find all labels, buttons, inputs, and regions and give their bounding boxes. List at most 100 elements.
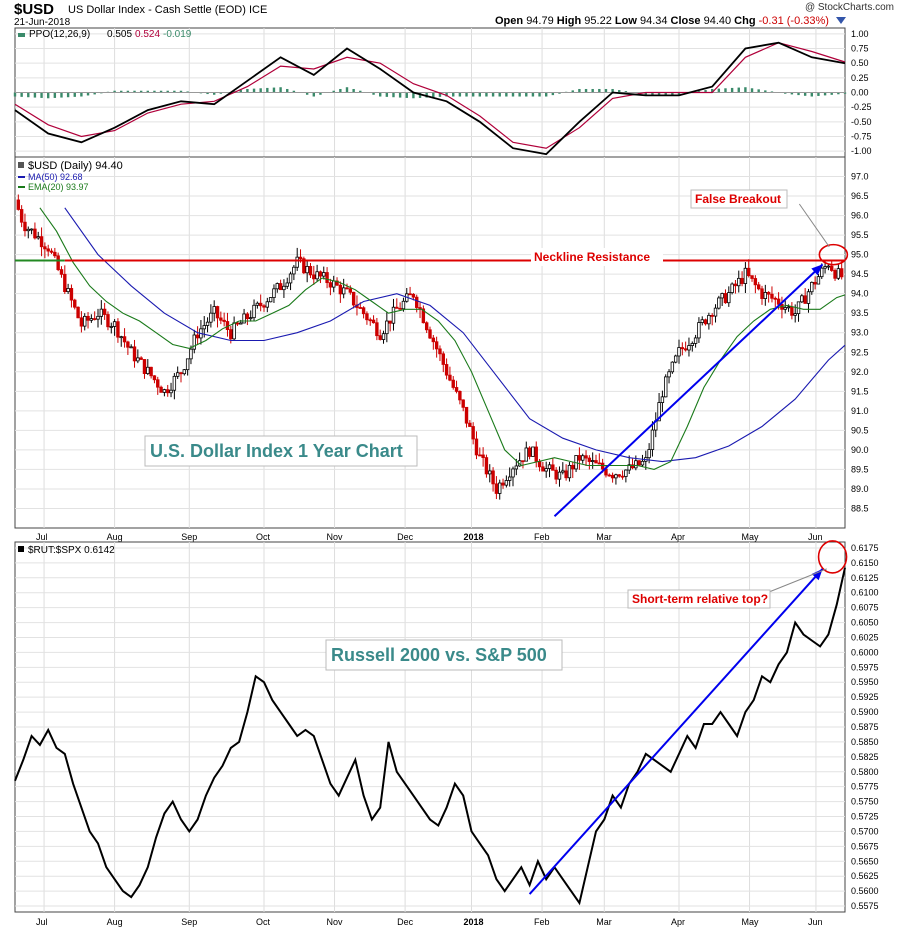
ppo-histogram-bar: [372, 92, 375, 95]
ppo-histogram-bar: [478, 92, 481, 97]
usd-candle-body: [86, 315, 90, 321]
ppo-axis-tick-3: 0.25: [851, 73, 869, 83]
usd-candle-body: [136, 357, 140, 362]
ppo-histogram-bar: [764, 90, 767, 93]
usd-candle-body: [770, 293, 774, 299]
rut-axis-tick-18: 0.5725: [851, 812, 879, 822]
rut-legend-swatch: [18, 546, 24, 552]
rut-axis-tick-4: 0.6075: [851, 603, 879, 613]
chg-value: -0.31 (-0.33%): [758, 15, 829, 27]
usd-candle-body: [657, 402, 661, 422]
usd-candle-body: [315, 271, 319, 280]
ppo-histogram-bar: [53, 92, 57, 98]
ppo-histogram-bar: [830, 92, 833, 95]
usd-candle-body: [33, 228, 37, 239]
usd-candle-body: [620, 475, 625, 478]
ppo-histogram-bar: [292, 90, 296, 93]
usd-candle-body: [29, 228, 34, 231]
usd-candle-body: [667, 371, 671, 378]
close-value: 94.40: [703, 15, 732, 27]
usd-candle-body: [521, 460, 525, 463]
usd-candle-body: [434, 341, 439, 350]
rut-axis-tick-0: 0.6175: [851, 543, 879, 553]
ppo-histogram-bar: [412, 92, 415, 99]
usd-candle-body: [16, 199, 21, 210]
usd-candle-body: [677, 347, 681, 357]
ppo-histogram-bar: [120, 90, 123, 93]
ppo-histogram-bar: [837, 92, 840, 95]
usd-title-box: [144, 435, 418, 467]
usd-candle-body: [298, 256, 303, 260]
ppo-histogram-bar: [266, 87, 269, 93]
usd-candle-body: [806, 291, 811, 304]
rut-axis-tick-2: 0.6125: [851, 573, 879, 583]
usd-candle-body: [159, 386, 163, 393]
usd-candle-body: [617, 474, 621, 477]
usd-candle-body: [687, 345, 691, 351]
ppo-histogram-bar: [286, 88, 289, 93]
usd-candle-body: [258, 302, 263, 307]
usd-candle-body: [268, 297, 273, 303]
usd-candle-body: [92, 318, 97, 320]
usd-candle-body: [760, 288, 764, 300]
usd-candle-body: [537, 461, 542, 468]
ppo-histogram-bar: [139, 90, 143, 93]
usd-candle-body: [149, 366, 153, 377]
usd-axis-tick-3: 95.5: [851, 230, 869, 240]
rut-axis-tick-12: 0.5875: [851, 722, 879, 732]
usd-candle-body: [468, 422, 472, 427]
usd-xaxis-label-2: Sep: [181, 532, 197, 542]
usd-xaxis-label-5: Dec: [397, 532, 414, 542]
neckline-resistance-label: Neckline Resistance: [534, 250, 650, 264]
usd-candle-body: [288, 273, 293, 284]
usd-candle-body: [335, 280, 339, 286]
usd-candle-body: [564, 470, 568, 479]
rut-axis-tick-24: 0.5575: [851, 901, 879, 911]
usd-xaxis-label-1: Aug: [107, 532, 123, 542]
high-label: High: [556, 15, 582, 27]
ppo-legend-value: 0.505: [107, 29, 132, 40]
usd-candle-body: [454, 387, 459, 392]
ppo-histogram-bar: [246, 88, 249, 93]
ppo-histogram-bar: [704, 90, 707, 93]
usd-candle-body: [428, 329, 432, 339]
usd-candle-body: [747, 267, 751, 277]
usd-candle-body: [411, 293, 416, 298]
usd-candle-body: [36, 236, 40, 239]
usd-candle-body: [773, 297, 777, 300]
ppo-histogram-bar: [93, 92, 96, 95]
rut-xaxis-label-10: May: [742, 917, 760, 927]
usd-candle-body: [66, 288, 70, 293]
usd-candle-body: [673, 355, 678, 363]
usd-candle-body: [547, 464, 552, 469]
usd-candle-body: [833, 270, 837, 279]
usd-candle-body: [365, 313, 369, 321]
ppo-histogram-bar: [113, 90, 116, 93]
usd-candle-body: [106, 314, 110, 328]
usd-candle-body: [43, 246, 47, 250]
usd-candle-body: [368, 319, 372, 322]
usd-axis-tick-11: 91.5: [851, 386, 869, 396]
usd-candle-body: [381, 333, 386, 340]
rut-xaxis-label-2: Sep: [181, 917, 197, 927]
exchange-text: ICE: [248, 4, 268, 16]
dropdown-triangle-icon[interactable]: [836, 17, 846, 24]
rut-axis-tick-22: 0.5625: [851, 871, 879, 881]
instrument-name-text: US Dollar Index - Cash Settle (EOD): [68, 4, 246, 16]
usd-candle-body: [391, 306, 396, 324]
rut-axis-tick-3: 0.6100: [851, 588, 879, 598]
usd-candle-body: [292, 266, 296, 275]
usd-axis-tick-5: 94.5: [851, 269, 869, 279]
open-label: Open: [495, 15, 524, 27]
usd-candle-body: [209, 312, 213, 323]
rut-title-box: [325, 639, 563, 671]
usd-xaxis-label-9: Apr: [671, 532, 685, 542]
usd-candle-body: [79, 317, 84, 327]
usd-candle-body: [803, 295, 807, 304]
usd-candle-body: [431, 337, 436, 343]
ppo-histogram-bar: [305, 92, 309, 95]
usd-candle-body: [169, 389, 173, 394]
usd-candle-body: [813, 281, 817, 285]
usd-candle-body: [830, 265, 834, 271]
usd-candle-body: [474, 438, 479, 456]
